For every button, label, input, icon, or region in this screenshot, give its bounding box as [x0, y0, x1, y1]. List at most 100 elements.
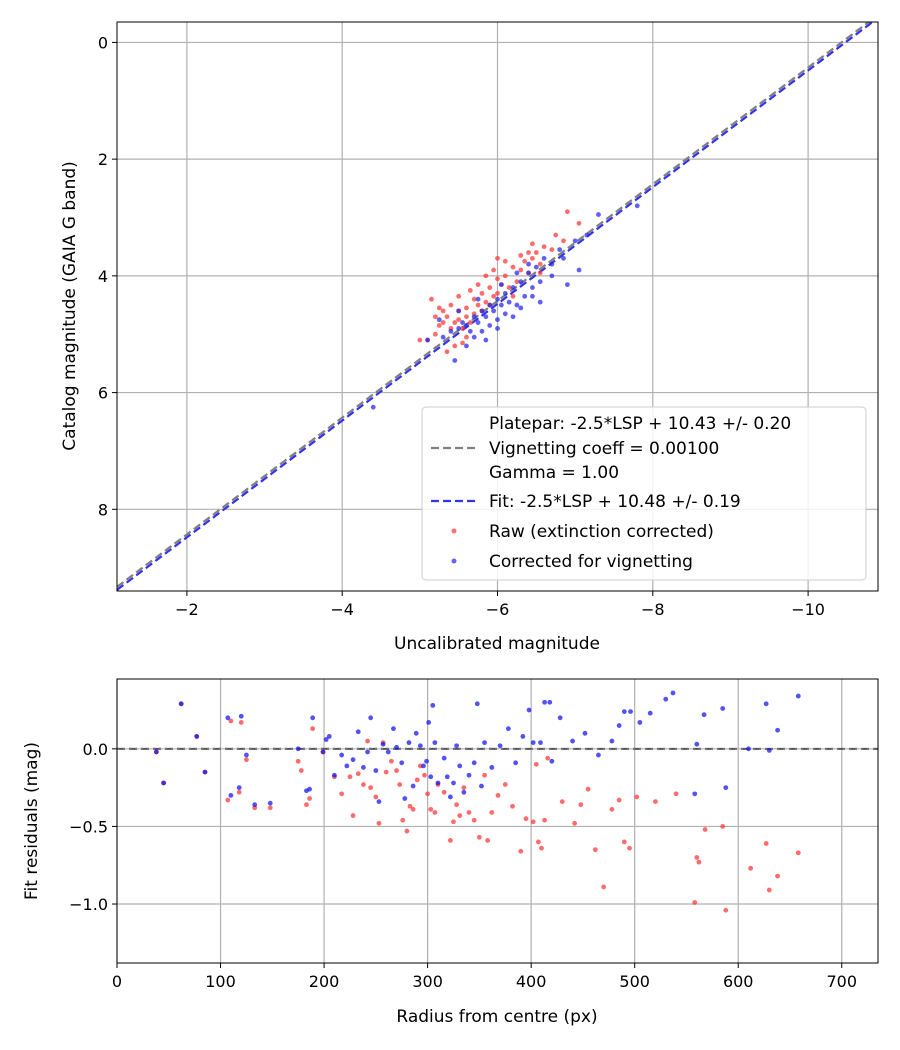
legend-fit-label: Fit: -2.5*LSP + 10.48 +/- 0.19 — [489, 492, 741, 512]
raw-point — [355, 771, 361, 777]
raw-point — [585, 786, 591, 792]
corrected-point — [670, 690, 676, 696]
corrected-point — [326, 734, 332, 739]
raw-point — [339, 791, 345, 797]
legend-corrected-label: Corrected for vignetting — [489, 552, 693, 572]
corrected-point — [461, 789, 467, 795]
corrected-point — [457, 763, 463, 769]
corrected-point — [561, 255, 566, 261]
raw-point — [436, 305, 442, 311]
corrected-point — [310, 715, 316, 721]
corrected-point — [373, 768, 379, 773]
raw-point — [304, 802, 309, 808]
raw-point — [502, 782, 508, 787]
corrected-point — [549, 758, 555, 764]
corrected-point — [339, 752, 345, 758]
y-tick-label: 0.0 — [83, 740, 108, 759]
corrected-point — [466, 772, 472, 778]
y-tick-label: 4 — [98, 267, 108, 286]
corrected-point — [483, 337, 489, 343]
corrected-point — [464, 343, 469, 349]
raw-point — [383, 769, 389, 775]
corrected-point — [479, 308, 485, 314]
corrected-point — [394, 744, 399, 750]
raw-point — [298, 768, 304, 773]
raw-point — [523, 816, 529, 822]
corrected-point — [584, 232, 590, 238]
corrected-point — [766, 747, 772, 753]
corrected-point — [498, 302, 504, 308]
corrected-point — [530, 293, 535, 299]
corrected-point — [692, 791, 698, 797]
raw-point — [537, 261, 543, 267]
corrected-point — [365, 749, 370, 755]
raw-point — [535, 839, 541, 845]
corrected-point — [510, 285, 516, 290]
raw-point — [491, 267, 497, 273]
x-tick-label: 200 — [309, 972, 340, 991]
corrected-point — [153, 749, 159, 755]
corrected-point — [549, 261, 555, 267]
corrected-point — [616, 723, 622, 728]
raw-point — [444, 314, 450, 320]
raw-point — [452, 343, 458, 349]
corrected-point — [482, 740, 487, 746]
raw-point — [694, 855, 700, 860]
corrected-point — [694, 741, 700, 747]
top-y-axis-label: Catalog magnitude (GAIA G band) — [60, 161, 80, 451]
corrected-point — [514, 270, 520, 276]
raw-point — [561, 238, 566, 244]
corrected-point — [402, 796, 408, 801]
raw-point — [530, 819, 536, 825]
corrected-point — [368, 715, 374, 721]
corrected-point — [479, 783, 484, 789]
bottom-data-points — [153, 690, 801, 913]
raw-point — [539, 845, 544, 851]
raw-point — [376, 820, 382, 826]
raw-point — [502, 258, 508, 264]
corrected-point — [252, 802, 258, 808]
raw-point — [441, 789, 447, 795]
raw-point — [454, 802, 460, 808]
raw-point — [616, 797, 622, 803]
raw-point — [466, 810, 472, 815]
corrected-point — [514, 302, 520, 308]
corrected-point — [489, 765, 495, 770]
corrected-point — [557, 247, 563, 253]
corrected-point — [428, 774, 434, 780]
raw-point — [576, 220, 582, 226]
corrected-point — [447, 794, 453, 800]
raw-point — [482, 772, 487, 778]
x-tick-label: 100 — [205, 972, 236, 991]
corrected-point — [307, 786, 312, 792]
y-tick-label: 8 — [98, 500, 108, 519]
raw-point — [400, 817, 406, 823]
raw-point — [310, 726, 316, 732]
raw-point — [537, 270, 543, 276]
raw-point — [267, 805, 273, 811]
x-tick-label: 300 — [412, 972, 443, 991]
corrected-point — [178, 701, 184, 707]
corrected-point — [454, 743, 460, 749]
raw-point — [572, 820, 578, 826]
corrected-point — [491, 308, 497, 314]
raw-point — [464, 305, 469, 311]
raw-point — [766, 887, 772, 893]
raw-point — [417, 337, 423, 343]
corrected-point — [448, 328, 454, 334]
corrected-point — [451, 780, 456, 786]
x-tick-label: −2 — [175, 600, 199, 619]
x-tick-label: −4 — [330, 600, 354, 619]
corrected-point — [502, 290, 508, 296]
corrected-point — [701, 712, 707, 718]
raw-point — [307, 796, 312, 801]
corrected-point — [464, 323, 469, 328]
x-tick-label: −10 — [791, 600, 825, 619]
corrected-point — [502, 311, 508, 317]
corrected-point — [495, 296, 500, 302]
corrected-point — [440, 334, 446, 340]
corrected-point — [487, 323, 493, 328]
raw-point — [795, 850, 801, 856]
raw-point — [368, 785, 374, 791]
